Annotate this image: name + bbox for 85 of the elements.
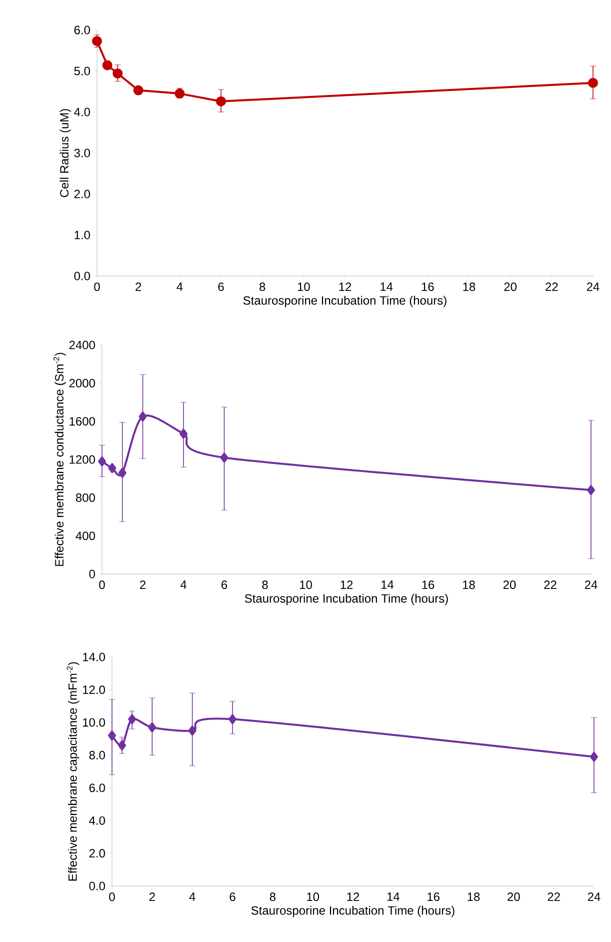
point <box>118 740 126 750</box>
x-tick-label: 12 <box>347 892 360 901</box>
y-tick-label: 2000 <box>69 378 95 388</box>
point <box>588 78 598 88</box>
x-tick-label: 10 <box>298 282 310 292</box>
x-tick-label: 24 <box>584 580 598 589</box>
x-tick-label: 24 <box>588 892 600 901</box>
y-tick-label: 3.0 <box>74 148 90 158</box>
y-tick-label: 0 <box>89 570 96 578</box>
y-tick-label: 6.0 <box>89 784 106 792</box>
point <box>118 468 126 478</box>
x-tick-label: 4 <box>180 580 186 589</box>
y-tick-label: 1600 <box>70 417 95 426</box>
x-tick-label: 14 <box>381 580 394 589</box>
x-tick-label: 8 <box>260 282 266 292</box>
point <box>102 60 112 70</box>
x-tick-label: 20 <box>504 282 517 292</box>
point <box>590 752 598 762</box>
point <box>112 68 123 78</box>
y-tick-label: 10.0 <box>83 718 105 727</box>
point <box>108 730 116 741</box>
x-tick-label: 10 <box>307 892 320 902</box>
y-tick-label: 4.0 <box>89 816 106 825</box>
y-tick-label: 8.0 <box>89 750 106 760</box>
point <box>98 456 106 466</box>
point <box>228 714 236 724</box>
y-axis-title: Effective membrane capacitance (mFm$^{-2}$) <box>66 662 80 881</box>
point <box>128 714 136 724</box>
x-tick-label: 8 <box>270 892 276 902</box>
x-tick-label: 6 <box>230 892 236 902</box>
y-tick-label: 4.0 <box>74 108 90 116</box>
x-tick-label: 24 <box>586 282 600 291</box>
point <box>133 85 144 96</box>
x-tick-label: 12 <box>340 580 353 589</box>
y-tick-label: 1200 <box>70 455 95 464</box>
x-axis-title: Staurosporine Incubation Time (hours) <box>243 296 446 308</box>
y-tick-label: 2400 <box>69 340 95 350</box>
x-tick-label: 8 <box>262 580 268 590</box>
x-tick-label: 22 <box>546 282 558 291</box>
x-tick-label: 2 <box>149 892 155 901</box>
y-tick-label: 800 <box>76 493 95 502</box>
x-tick-label: 6 <box>218 282 224 292</box>
y-tick-label: 14.0 <box>83 652 105 662</box>
x-tick-label: 14 <box>387 892 400 901</box>
point <box>108 463 116 474</box>
x-tick-label: 6 <box>222 580 228 590</box>
x-tick-label: 16 <box>422 282 434 292</box>
x-tick-label: 2 <box>136 282 142 291</box>
x-tick-label: 12 <box>339 282 352 291</box>
y-tick-label: 400 <box>76 532 95 540</box>
y-tick-label: 6.0 <box>74 26 90 34</box>
x-axis-title: Staurosporine Incubation Time (hours) <box>244 594 448 606</box>
y-tick-label: 2.0 <box>74 190 90 198</box>
x-tick-label: 14 <box>380 282 393 291</box>
point <box>220 452 228 463</box>
point <box>188 726 196 736</box>
point <box>148 722 156 732</box>
x-tick-label: 20 <box>503 580 516 590</box>
x-tick-label: 22 <box>548 892 560 901</box>
x-tick-label: 10 <box>300 580 312 590</box>
y-tick-label: 0.0 <box>89 882 106 890</box>
point <box>587 485 595 496</box>
point <box>92 36 102 46</box>
y-tick-label: 12.0 <box>83 685 105 694</box>
y-tick-label: 1.0 <box>74 230 90 240</box>
point <box>216 96 226 106</box>
x-tick-label: 0 <box>109 892 115 902</box>
x-tick-label: 18 <box>462 580 475 590</box>
y-tick-label: 5.0 <box>74 66 90 76</box>
x-tick-label: 4 <box>189 892 196 901</box>
x-tick-label: 22 <box>544 580 556 589</box>
x-tick-label: 2 <box>140 580 146 589</box>
y-axis-title: Cell Radius (uM) <box>60 109 71 198</box>
x-tick-label: 16 <box>428 892 440 902</box>
point <box>138 412 147 422</box>
y-tick-label: 0.0 <box>74 272 90 280</box>
y-axis-title: Effective membrane conductance (Sm$^{-2}$) <box>53 352 66 566</box>
y-tick-label: 2.0 <box>89 849 106 858</box>
x-tick-label: 20 <box>508 892 520 902</box>
x-tick-label: 16 <box>422 580 434 590</box>
x-tick-label: 18 <box>468 892 480 902</box>
x-tick-label: 4 <box>176 282 183 291</box>
x-tick-label: 18 <box>463 282 476 292</box>
point <box>180 428 188 439</box>
x-axis-title: Staurosporine Incubation Time (hours) <box>251 906 454 918</box>
